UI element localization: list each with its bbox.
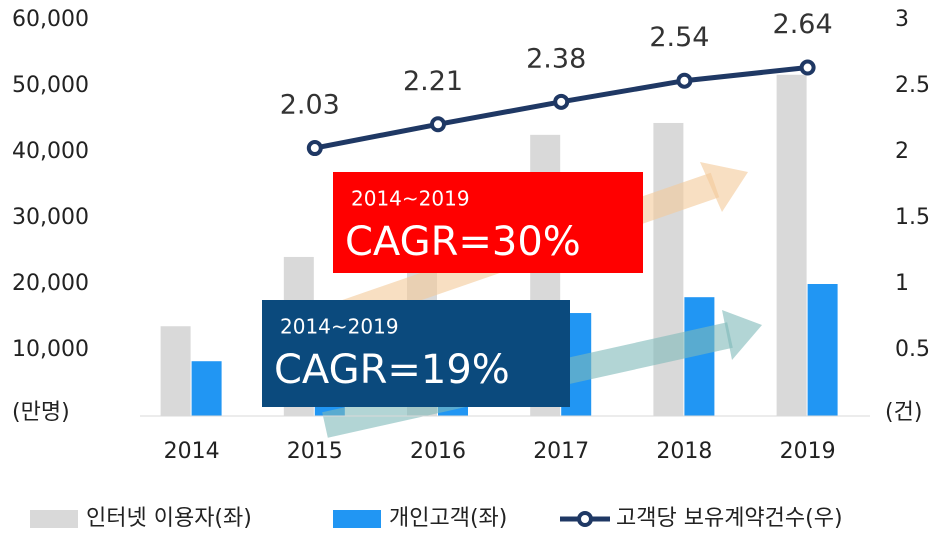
line-point xyxy=(676,72,693,89)
annotation-box xyxy=(333,172,643,273)
y-axis-label: (만명) xyxy=(12,400,70,425)
bar xyxy=(653,122,684,417)
y-tick-label: 40,000 xyxy=(12,139,89,164)
bar xyxy=(776,74,807,416)
annotation-period: 2014~2019 xyxy=(280,315,399,339)
line-point xyxy=(430,116,446,133)
arrow-head xyxy=(700,162,748,212)
line-point xyxy=(306,140,323,157)
arrow-head xyxy=(722,310,762,360)
legend-label: 고객당 보유계약건수(우) xyxy=(616,506,843,531)
line-series: 2.03 2.21 2.38 2.54 2.64 xyxy=(280,9,833,157)
x-tick-label: 2016 xyxy=(410,439,466,464)
legend-label: 개인고객(좌) xyxy=(389,506,507,531)
annotation-period: 2014~2019 xyxy=(351,187,470,211)
x-tick-label: 2019 xyxy=(780,439,836,464)
x-tick-label: 2015 xyxy=(287,439,343,464)
y2-tick-label: 1 xyxy=(895,271,909,296)
annotation-box xyxy=(262,300,570,407)
value-label: 2.38 xyxy=(526,43,586,74)
annotation-text: CAGR=30% xyxy=(345,219,581,265)
value-label: 2.21 xyxy=(403,66,463,97)
bar xyxy=(807,284,838,416)
line-point xyxy=(799,59,816,76)
legend-swatch xyxy=(577,511,593,527)
bar xyxy=(160,326,191,416)
y-tick-label: 10,000 xyxy=(12,337,89,362)
annotations: 2014~2019 CAGR=30% 2014~2019 CAGR=19% xyxy=(262,172,643,407)
y-tick-label: 30,000 xyxy=(12,205,89,230)
x-tick-label: 2014 xyxy=(164,439,220,464)
y2-tick-label: 3 xyxy=(895,7,909,32)
legend-label: 인터넷 이용자(좌) xyxy=(86,506,252,531)
value-label: 2.54 xyxy=(649,22,709,53)
legend-swatch xyxy=(333,510,381,528)
y2-axis-label: (건) xyxy=(885,400,922,425)
bar xyxy=(191,361,222,416)
y-tick-label: 50,000 xyxy=(12,73,89,98)
y2-tick-label: 0.5 xyxy=(895,337,930,362)
value-label: 2.64 xyxy=(773,9,833,40)
y-tick-label: 20,000 xyxy=(12,271,89,296)
y2-tick-label: 2 xyxy=(895,139,909,164)
legend-swatch xyxy=(30,510,78,528)
line-point xyxy=(553,93,570,110)
annotation-text: CAGR=19% xyxy=(274,347,510,393)
x-tick-label: 2018 xyxy=(656,439,712,464)
x-tick-label: 2017 xyxy=(533,439,589,464)
value-label: 2.03 xyxy=(280,90,340,121)
y2-tick-label: 1.5 xyxy=(895,205,930,230)
y2-tick-label: 2.5 xyxy=(895,73,930,98)
y-tick-label: 60,000 xyxy=(12,7,89,32)
legend: 인터넷 이용자(좌) 개인고객(좌) 고객당 보유계약건수(우) xyxy=(30,506,843,531)
